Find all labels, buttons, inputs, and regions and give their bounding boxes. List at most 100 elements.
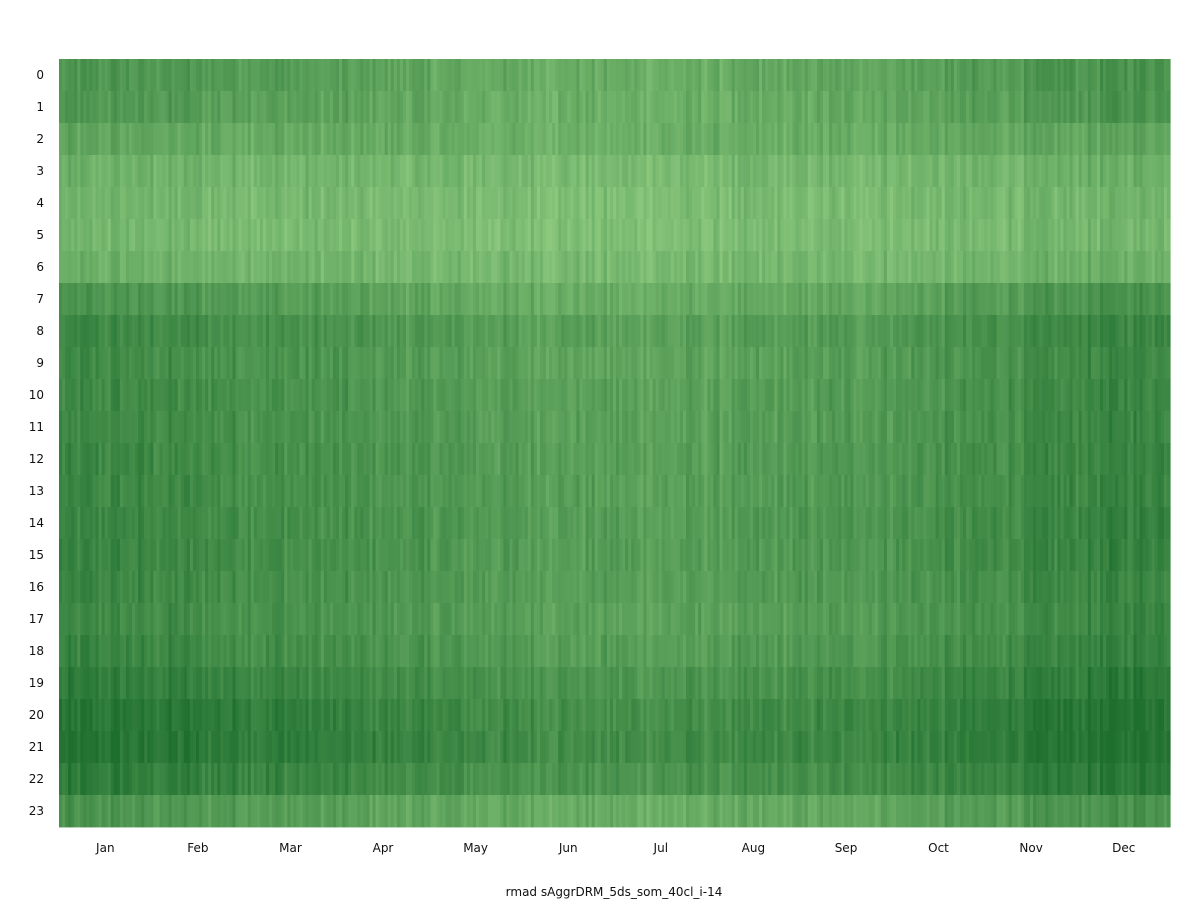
heatmap-cell bbox=[546, 91, 550, 124]
heatmap-cell bbox=[512, 59, 517, 92]
heatmap-cell bbox=[339, 379, 343, 412]
heatmap-cell bbox=[509, 155, 514, 188]
heatmap-cell bbox=[579, 475, 584, 508]
heatmap-cell bbox=[1112, 155, 1116, 188]
heatmap-cell bbox=[247, 155, 252, 188]
heatmap-cell bbox=[1124, 91, 1128, 124]
heatmap-cell bbox=[244, 379, 249, 412]
heatmap-cell bbox=[889, 59, 894, 92]
heatmap-cell bbox=[332, 475, 337, 508]
heatmap-cell bbox=[616, 187, 620, 220]
heatmap-cell bbox=[908, 251, 912, 284]
heatmap-cell bbox=[1054, 411, 1058, 444]
heatmap-cell bbox=[1166, 59, 1171, 92]
heatmap-cell bbox=[917, 251, 921, 284]
heatmap-cell bbox=[704, 59, 708, 92]
heatmap-cell bbox=[460, 443, 465, 476]
heatmap-cell bbox=[211, 411, 215, 444]
heatmap-cell bbox=[284, 251, 288, 284]
heatmap-cell bbox=[716, 283, 721, 316]
heatmap-cell bbox=[217, 379, 221, 412]
heatmap-cell bbox=[576, 283, 581, 316]
heatmap-cell bbox=[826, 315, 830, 348]
heatmap-cell bbox=[929, 123, 934, 156]
heatmap-cell bbox=[1160, 411, 1165, 444]
heatmap-cell bbox=[944, 443, 949, 476]
heatmap-cell bbox=[442, 347, 447, 380]
heatmap-cell bbox=[597, 283, 602, 316]
heatmap-cell bbox=[698, 155, 702, 188]
heatmap-cell bbox=[786, 91, 791, 124]
heatmap-cell bbox=[1127, 379, 1132, 412]
heatmap-cell bbox=[348, 123, 352, 156]
heatmap-cell bbox=[698, 379, 702, 412]
heatmap-cell bbox=[153, 411, 157, 444]
heatmap-cell bbox=[847, 283, 851, 316]
heatmap-cell bbox=[868, 155, 873, 188]
heatmap-cell bbox=[399, 379, 404, 412]
heatmap-cell bbox=[293, 475, 298, 508]
heatmap-cell bbox=[1020, 347, 1025, 380]
heatmap-cell bbox=[110, 347, 115, 380]
heatmap-cell bbox=[1166, 315, 1171, 348]
heatmap-cell bbox=[189, 379, 194, 412]
heatmap-cell bbox=[871, 155, 876, 188]
heatmap-cell bbox=[174, 315, 179, 348]
heatmap-cell bbox=[667, 219, 672, 252]
heatmap-cell bbox=[594, 443, 599, 476]
heatmap-cell bbox=[579, 59, 584, 92]
heatmap-cell bbox=[217, 347, 221, 380]
heatmap-cell bbox=[1078, 187, 1083, 220]
heatmap-cell bbox=[262, 123, 267, 156]
heatmap-cell bbox=[147, 59, 151, 92]
heatmap-cell bbox=[299, 59, 304, 92]
heatmap-cell bbox=[412, 443, 416, 476]
heatmap-cell bbox=[265, 91, 270, 124]
heatmap-cell bbox=[829, 91, 833, 124]
heatmap-cell bbox=[902, 123, 906, 156]
heatmap-cell bbox=[844, 379, 848, 412]
heatmap-cell bbox=[308, 475, 313, 508]
heatmap-cell bbox=[920, 219, 925, 252]
heatmap-cell bbox=[533, 155, 538, 188]
heatmap-cell bbox=[883, 315, 888, 348]
heatmap-cell bbox=[135, 283, 139, 316]
heatmap-cell bbox=[752, 315, 757, 348]
heatmap-cell bbox=[1103, 123, 1107, 156]
heatmap-cell bbox=[841, 91, 845, 124]
heatmap-cell bbox=[533, 411, 538, 444]
heatmap-cell bbox=[205, 251, 209, 284]
heatmap-cell bbox=[129, 347, 133, 380]
heatmap-cell bbox=[113, 219, 118, 252]
heatmap-cell bbox=[798, 219, 803, 252]
heatmap-cell bbox=[369, 123, 374, 156]
heatmap-cell bbox=[265, 155, 270, 188]
heatmap-cell bbox=[865, 187, 870, 220]
heatmap-cell bbox=[378, 251, 383, 284]
heatmap-cell bbox=[640, 379, 645, 412]
heatmap-cell bbox=[445, 251, 450, 284]
heatmap-cell bbox=[1127, 219, 1132, 252]
heatmap-cell bbox=[101, 411, 106, 444]
heatmap-cell bbox=[482, 475, 486, 508]
heatmap-cell bbox=[442, 379, 447, 412]
heatmap-cell bbox=[335, 283, 340, 316]
heatmap-cell bbox=[186, 59, 191, 92]
heatmap-cell bbox=[695, 347, 699, 380]
heatmap-cell bbox=[205, 59, 209, 92]
heatmap-cell bbox=[795, 219, 800, 252]
heatmap-cell bbox=[217, 123, 221, 156]
heatmap-cell bbox=[990, 59, 995, 92]
heatmap-cell bbox=[929, 411, 934, 444]
heatmap-cell bbox=[202, 187, 206, 220]
heatmap-cell bbox=[1103, 347, 1107, 380]
heatmap-cell bbox=[786, 475, 791, 508]
heatmap-cell bbox=[509, 475, 514, 508]
heatmap-cell bbox=[850, 59, 855, 92]
heatmap-cell bbox=[616, 347, 620, 380]
heatmap-cell bbox=[725, 155, 730, 188]
heatmap-cell bbox=[859, 219, 864, 252]
heatmap-cell bbox=[759, 347, 763, 380]
heatmap-cell bbox=[807, 219, 812, 252]
heatmap-cell bbox=[342, 123, 346, 156]
